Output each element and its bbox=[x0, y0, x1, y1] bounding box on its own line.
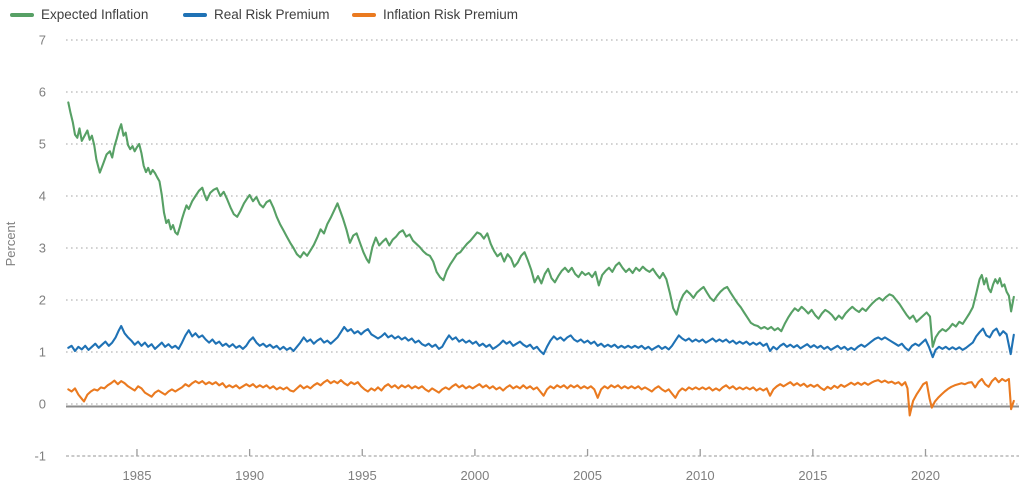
chart-legend: Expected Inflation Real Risk Premium Inf… bbox=[0, 6, 1024, 26]
y-tick-label: 1 bbox=[39, 345, 46, 360]
x-tick-label: 2005 bbox=[573, 468, 602, 483]
x-tick-label: 1995 bbox=[348, 468, 377, 483]
y-tick-label: 2 bbox=[39, 293, 46, 308]
legend-item-expected-inflation: Expected Inflation bbox=[10, 6, 148, 24]
y-tick-label: -1 bbox=[34, 449, 46, 464]
series-line-real-risk-premium bbox=[67, 324, 1015, 359]
y-tick-label: 7 bbox=[39, 33, 46, 48]
real-risk-premium-line-swatch-icon bbox=[183, 13, 207, 17]
x-tick-label: 1990 bbox=[235, 468, 264, 483]
y-tick-label: 4 bbox=[39, 189, 46, 204]
y-tick-label: 0 bbox=[39, 397, 46, 412]
y-tick-label: 3 bbox=[39, 241, 46, 256]
x-tick-label: 1985 bbox=[123, 468, 152, 483]
x-tick-label: 2020 bbox=[911, 468, 940, 483]
legend-label: Inflation Risk Premium bbox=[383, 7, 519, 22]
series-line-inflation-risk-premium bbox=[67, 376, 1015, 417]
expected-inflation-line-swatch-icon bbox=[10, 13, 34, 17]
y-tick-label: 6 bbox=[39, 85, 46, 100]
series-line-expected-inflation bbox=[67, 101, 1015, 348]
legend-label: Expected Inflation bbox=[41, 7, 149, 22]
y-tick-label: 5 bbox=[39, 137, 46, 152]
legend-item-inflation-risk-premium: Inflation Risk Premium bbox=[352, 6, 518, 24]
legend-item-real-risk-premium: Real Risk Premium bbox=[183, 6, 330, 24]
inflation-risk-premium-line-swatch-icon bbox=[352, 13, 376, 17]
y-axis-title: Percent bbox=[3, 221, 18, 266]
x-tick-label: 2015 bbox=[798, 468, 827, 483]
legend-label: Real Risk Premium bbox=[214, 7, 330, 22]
x-tick-label: 2010 bbox=[686, 468, 715, 483]
x-tick-label: 2000 bbox=[460, 468, 489, 483]
